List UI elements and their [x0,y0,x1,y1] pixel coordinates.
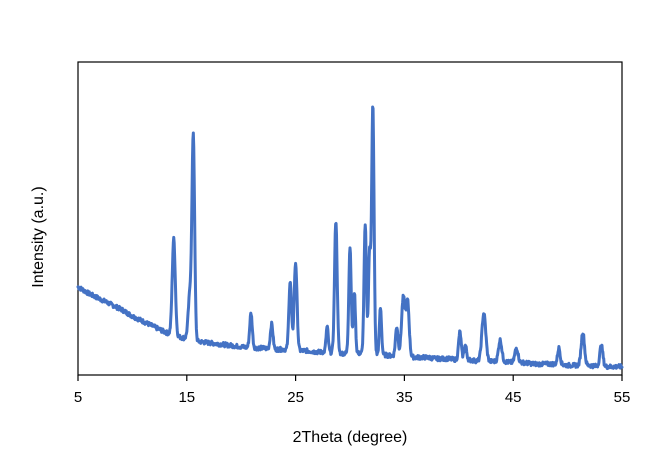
x-tick-label: 45 [505,389,522,406]
plot-area [76,61,624,376]
plot-frame [77,61,623,376]
series-line [76,105,624,371]
x-axis: 5 15 25 35 45 55 [74,375,631,406]
x-tick-label: 35 [396,389,413,406]
x-tick-label: 15 [178,389,195,406]
x-tick-label: 55 [614,389,631,406]
x-tick-label: 5 [74,389,82,406]
x-axis-label: 2Theta (degree) [293,429,408,446]
x-tick-label: 25 [287,389,304,406]
y-axis-label: Intensity (a.u.) [30,186,47,287]
